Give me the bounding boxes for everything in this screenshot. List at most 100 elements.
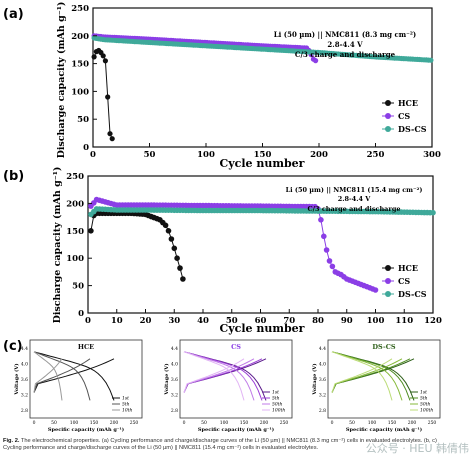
caption-bold: Fig. 2. (3, 438, 20, 444)
subplot-y-tick: 3.6 (21, 377, 28, 383)
subplot-y-tick: 4.4 (171, 346, 178, 352)
subplot-legend-label: 100th (420, 408, 433, 414)
panel-b-yticks: 0 50 100 150 200 250 (66, 172, 92, 319)
subplot-frame (327, 339, 441, 419)
data-point (168, 236, 175, 242)
data-point (162, 222, 169, 229)
subplot-xlabel: Specific capacity (mAh g⁻¹) (346, 426, 422, 433)
subplot-y-tick: 3.6 (319, 377, 326, 383)
subplot-legend-label: 1st (272, 390, 279, 396)
panel-a-yticks: 0 50 100 150 200 250 (71, 4, 97, 153)
data-point (180, 276, 186, 282)
subplot-x-tick: 250 (428, 420, 437, 426)
data-point (105, 94, 111, 100)
data-point (321, 233, 327, 240)
panel-a-xlabel: Cycle number (220, 157, 305, 170)
panel-a-annot-2: 2.8-4.4 V (327, 40, 363, 49)
subplot-x-tick: 200 (260, 420, 269, 426)
y-tick-label: 250 (66, 172, 84, 182)
charge-curve (33, 358, 91, 393)
subplot-legend-label: 100th (272, 408, 285, 414)
y-tick-label: 250 (71, 4, 89, 14)
caption-line-2: Cycling performance and charge/discharge… (3, 445, 319, 451)
subplot-frame (179, 339, 293, 419)
data-point (109, 136, 115, 142)
panel-b-annot-2: 2.8-4.4 V (338, 195, 372, 203)
charge-curve (183, 358, 255, 393)
watermark: 公众号 · HEU 韩倩伟 (365, 442, 469, 455)
data-point (165, 228, 172, 234)
y-tick-label: 150 (66, 227, 84, 237)
subplot-y-tick: 2.8 (319, 408, 326, 414)
panel-a-annot-1: Li (50 µm) || NMC811 (8.3 mg cm⁻²) (274, 30, 417, 39)
data-point (313, 58, 319, 64)
discharge-curve (33, 351, 91, 401)
subplot-x-tick: 200 (110, 420, 119, 426)
discharge-curve (183, 351, 263, 401)
subplot-y-tick: 4.0 (21, 361, 28, 367)
subplot-legend-label: 50th (420, 402, 431, 408)
subplot-x-tick: 100 (70, 420, 79, 426)
series-hce (88, 210, 186, 282)
x-tick-label: 150 (254, 150, 272, 160)
x-tick-label: 90 (341, 316, 353, 326)
x-tick-label: 300 (423, 150, 441, 160)
data-point (323, 247, 330, 253)
y-tick-label: 150 (71, 60, 89, 70)
charge-curve (331, 358, 403, 393)
subplot-legend-label: 10th (122, 408, 133, 414)
series-line (90, 212, 184, 280)
x-tick-label: 250 (367, 150, 385, 160)
subplot-x-tick: 250 (280, 420, 289, 426)
x-tick-label: 100 (197, 150, 215, 160)
x-tick-label: 110 (395, 316, 413, 326)
x-tick-label: 0 (90, 150, 96, 160)
charge-curve (183, 358, 267, 393)
panel-c-letter: (c) (3, 339, 23, 354)
subplot-hce: HCE 2.8 3.2 3.6 4.0 4.4 0 50 100 150 200 250 Specifi… (13, 339, 143, 433)
y-tick-label: 100 (71, 87, 89, 97)
subplot-xlabel: Specific capacity (mAh g⁻¹) (198, 426, 274, 433)
legend-marker-cs (385, 113, 391, 119)
y-tick-label: 0 (78, 309, 84, 319)
panel-a-legend-dscs: DS-CS (398, 124, 427, 134)
panel-b-plot (88, 196, 436, 293)
subplot-ylabel: Voltage (V) (163, 363, 170, 395)
x-tick-label: 60 (255, 316, 267, 326)
subplot-legend-label: 5th (272, 396, 280, 402)
subplot-y-tick: 4.0 (171, 361, 178, 367)
x-tick-label: 80 (312, 316, 324, 326)
subplot-x-tick: 50 (201, 420, 207, 426)
x-tick-label: 20 (140, 316, 152, 326)
panel-a-frame (92, 7, 433, 148)
panel-a-legend-hce: HCE (398, 98, 418, 108)
y-tick-label: 200 (66, 199, 84, 209)
data-point (100, 53, 106, 59)
panel-a-legend-cs: CS (398, 111, 410, 121)
panel-a-xticks: 0 50 100 150 200 250 300 (90, 143, 441, 160)
data-point (107, 131, 113, 137)
subplot-y-tick: 4.4 (21, 346, 28, 352)
subplot-y-tick: 4.4 (319, 346, 326, 352)
subplot-y-tick: 3.6 (171, 377, 178, 383)
legend-marker-dscs (385, 126, 391, 132)
subplot-y-tick: 3.2 (319, 393, 326, 399)
series-hce (91, 47, 115, 142)
y-tick-label: 50 (77, 115, 89, 125)
x-tick-label: 100 (367, 316, 385, 326)
x-tick-label: 70 (283, 316, 295, 326)
data-point (326, 258, 333, 264)
y-tick-label: 0 (83, 143, 89, 153)
subplot-y-tick: 2.8 (171, 408, 178, 414)
legend-marker-cs-b (385, 278, 391, 284)
series-dscs (91, 35, 434, 63)
panel-c-subplots: HCE 2.8 3.2 3.6 4.0 4.4 0 50 100 150 200 250 Specifi… (13, 339, 441, 433)
data-point (174, 255, 180, 261)
subplot-x-tick: 150 (388, 420, 397, 426)
data-point (372, 287, 379, 293)
legend-marker-dscs-b (385, 291, 391, 297)
x-tick-label: 50 (226, 316, 238, 326)
subplot-ylabel: Voltage (V) (13, 363, 20, 395)
series-dscs (88, 206, 436, 218)
x-tick-label: 50 (144, 150, 156, 160)
